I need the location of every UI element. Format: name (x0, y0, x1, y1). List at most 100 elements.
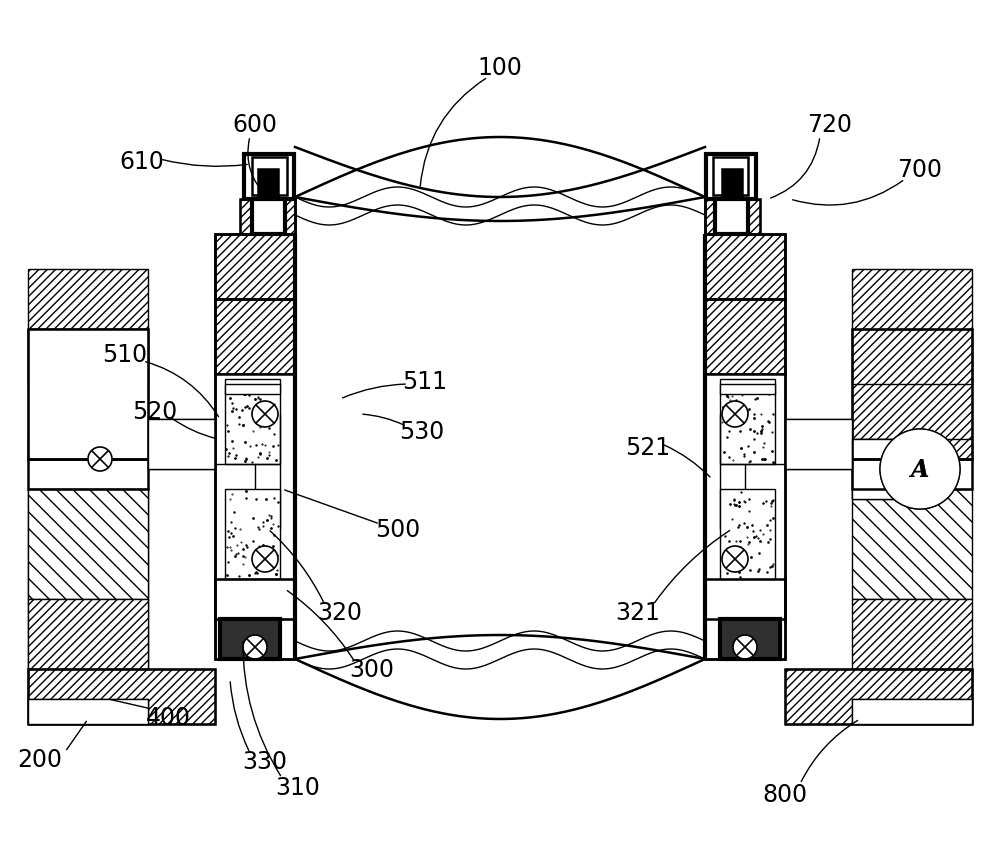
Bar (705, 579, 785, 619)
Bar (244, 154, 294, 200)
Polygon shape (215, 299, 295, 374)
Bar (225, 490, 280, 579)
Text: 511: 511 (403, 369, 448, 393)
Bar (215, 299, 295, 374)
Polygon shape (852, 699, 972, 724)
Text: 521: 521 (625, 436, 671, 460)
Text: 330: 330 (243, 749, 288, 773)
Bar (720, 385, 775, 464)
Polygon shape (148, 444, 215, 469)
Polygon shape (852, 439, 920, 499)
Bar (852, 439, 920, 499)
Circle shape (252, 547, 278, 572)
Polygon shape (852, 490, 972, 600)
Text: 320: 320 (318, 601, 363, 624)
Polygon shape (785, 444, 852, 469)
Polygon shape (705, 200, 760, 235)
Circle shape (252, 402, 278, 427)
Bar (225, 380, 280, 395)
Bar (705, 235, 785, 659)
Bar (852, 439, 920, 499)
Polygon shape (28, 329, 148, 385)
Text: 500: 500 (375, 518, 421, 542)
Bar (720, 380, 775, 395)
Bar (215, 579, 295, 619)
Bar (252, 158, 287, 196)
Bar (148, 420, 215, 469)
Bar (215, 579, 295, 619)
Text: 510: 510 (102, 343, 148, 367)
Text: 100: 100 (478, 56, 522, 80)
Circle shape (880, 430, 960, 509)
Polygon shape (215, 579, 295, 619)
Text: 600: 600 (233, 113, 278, 136)
Text: 200: 200 (18, 747, 63, 771)
Text: 310: 310 (276, 775, 320, 799)
Circle shape (733, 635, 757, 659)
Circle shape (880, 430, 960, 509)
Polygon shape (28, 490, 148, 670)
Polygon shape (148, 420, 215, 444)
Bar (705, 374, 785, 659)
Polygon shape (852, 670, 972, 699)
Circle shape (88, 448, 112, 472)
Bar (852, 699, 972, 724)
Bar (220, 619, 280, 659)
Text: 800: 800 (762, 782, 808, 806)
Bar (785, 420, 852, 469)
Text: 720: 720 (808, 113, 852, 136)
Bar (28, 699, 148, 724)
Bar (215, 374, 295, 659)
Polygon shape (28, 699, 148, 724)
Bar (722, 170, 742, 200)
Bar (28, 329, 148, 460)
Bar (295, 198, 705, 659)
Bar (258, 170, 278, 200)
Bar (785, 670, 972, 724)
Polygon shape (705, 579, 785, 619)
Polygon shape (240, 200, 295, 235)
Bar (28, 460, 148, 490)
Circle shape (243, 635, 267, 659)
Polygon shape (785, 420, 852, 444)
Circle shape (888, 448, 912, 472)
Polygon shape (852, 329, 972, 385)
Polygon shape (28, 439, 148, 460)
Polygon shape (705, 235, 785, 299)
Text: 520: 520 (132, 399, 178, 423)
Bar (720, 619, 780, 659)
Bar (715, 165, 748, 235)
Bar (852, 460, 972, 490)
Text: 530: 530 (399, 420, 445, 444)
Bar (720, 490, 775, 579)
Polygon shape (28, 270, 148, 329)
Bar (852, 329, 972, 460)
Polygon shape (852, 439, 972, 460)
Polygon shape (215, 235, 295, 299)
Text: 400: 400 (146, 705, 191, 729)
Polygon shape (28, 490, 148, 600)
Text: A: A (911, 457, 929, 481)
Polygon shape (852, 270, 972, 329)
Bar (28, 329, 148, 460)
Bar (705, 200, 760, 235)
Circle shape (722, 547, 748, 572)
Polygon shape (28, 329, 148, 460)
Bar (706, 154, 756, 200)
Circle shape (722, 402, 748, 427)
Bar (28, 670, 215, 724)
Polygon shape (852, 600, 972, 670)
Bar (215, 235, 295, 659)
Text: 321: 321 (616, 601, 660, 624)
Polygon shape (28, 670, 215, 724)
Bar (225, 385, 280, 464)
Bar (252, 165, 285, 235)
Polygon shape (28, 600, 148, 670)
Text: 300: 300 (350, 657, 395, 682)
Bar (705, 235, 785, 299)
Bar (713, 158, 748, 196)
Polygon shape (705, 299, 785, 374)
Polygon shape (785, 670, 972, 724)
Bar (215, 235, 295, 299)
Polygon shape (852, 329, 972, 460)
